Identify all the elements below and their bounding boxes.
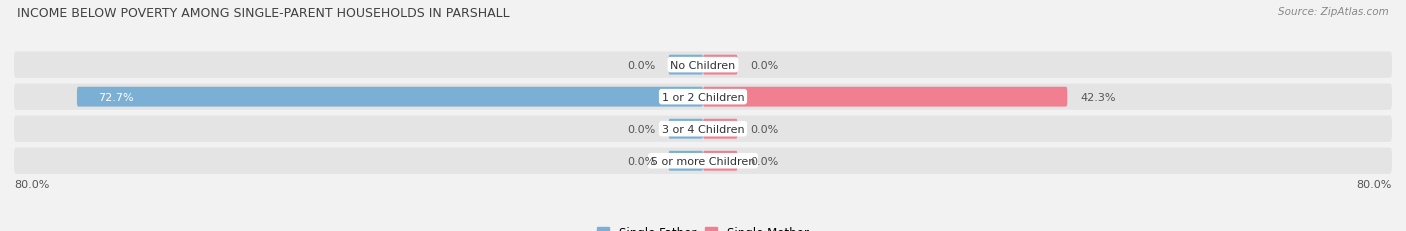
- FancyBboxPatch shape: [669, 151, 703, 171]
- FancyBboxPatch shape: [669, 119, 703, 139]
- Text: 5 or more Children: 5 or more Children: [651, 156, 755, 166]
- Text: 42.3%: 42.3%: [1080, 92, 1116, 102]
- Text: 0.0%: 0.0%: [751, 60, 779, 70]
- FancyBboxPatch shape: [14, 84, 1392, 110]
- FancyBboxPatch shape: [703, 55, 738, 75]
- FancyBboxPatch shape: [703, 87, 1067, 107]
- Text: No Children: No Children: [671, 60, 735, 70]
- Text: 72.7%: 72.7%: [98, 92, 134, 102]
- Text: 80.0%: 80.0%: [14, 179, 49, 189]
- Text: 1 or 2 Children: 1 or 2 Children: [662, 92, 744, 102]
- FancyBboxPatch shape: [14, 148, 1392, 174]
- Text: 0.0%: 0.0%: [751, 124, 779, 134]
- FancyBboxPatch shape: [703, 119, 738, 139]
- Text: 80.0%: 80.0%: [1357, 179, 1392, 189]
- FancyBboxPatch shape: [14, 52, 1392, 78]
- FancyBboxPatch shape: [703, 151, 738, 171]
- FancyBboxPatch shape: [14, 116, 1392, 142]
- FancyBboxPatch shape: [77, 87, 703, 107]
- Text: 0.0%: 0.0%: [627, 124, 655, 134]
- FancyBboxPatch shape: [669, 55, 703, 75]
- Legend: Single Father, Single Mother: Single Father, Single Mother: [593, 222, 813, 231]
- Text: INCOME BELOW POVERTY AMONG SINGLE-PARENT HOUSEHOLDS IN PARSHALL: INCOME BELOW POVERTY AMONG SINGLE-PARENT…: [17, 7, 509, 20]
- Text: 0.0%: 0.0%: [751, 156, 779, 166]
- Text: Source: ZipAtlas.com: Source: ZipAtlas.com: [1278, 7, 1389, 17]
- Text: 0.0%: 0.0%: [627, 156, 655, 166]
- Text: 0.0%: 0.0%: [627, 60, 655, 70]
- Text: 3 or 4 Children: 3 or 4 Children: [662, 124, 744, 134]
